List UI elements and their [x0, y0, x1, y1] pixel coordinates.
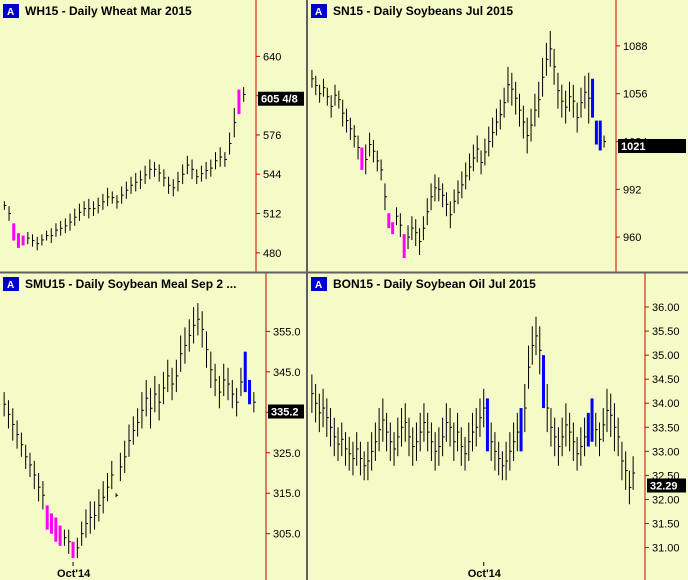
- last-price-label: 32.29: [650, 481, 678, 493]
- y-tick-label: 35.00: [652, 350, 680, 362]
- y-tick-label: 512: [263, 209, 281, 221]
- last-price-box: [268, 404, 304, 419]
- plot-background: [308, 273, 688, 580]
- y-tick-label: 325.0: [273, 448, 301, 460]
- soybean-meal-chart-panel: 355.0345.0335.0325.0315.0305.0335.2Oct'1…: [0, 273, 306, 580]
- last-price-box: [647, 478, 686, 493]
- last-price-label: 605 4/8: [261, 94, 298, 106]
- x-date-label: Oct'14: [57, 568, 91, 580]
- y-tick-label: 34.50: [652, 374, 680, 386]
- y-tick-label: 640: [263, 51, 281, 63]
- panel-menu-badge-label: A: [7, 280, 14, 291]
- panel-menu-badge[interactable]: [311, 277, 327, 291]
- panel-menu-badge-label: A: [315, 7, 322, 18]
- chart-title: WH15 - Daily Wheat Mar 2015: [25, 4, 192, 18]
- plot-background: [0, 0, 306, 272]
- y-tick-label: 33.50: [652, 422, 680, 434]
- chart-title: SMU15 - Daily Soybean Meal Sep 2 ...: [25, 277, 236, 291]
- plot-background: [308, 0, 688, 272]
- y-tick-label: 576: [263, 130, 281, 142]
- last-price-box: [258, 91, 304, 106]
- panel-menu-badge[interactable]: [3, 277, 19, 291]
- y-tick-label: 992: [623, 184, 641, 196]
- panel-menu-badge[interactable]: [311, 4, 327, 18]
- chart-title: BON15 - Daily Soybean Oil Jul 2015: [333, 277, 536, 291]
- y-tick-label: 1056: [623, 89, 647, 101]
- y-tick-label: 32.00: [652, 494, 680, 506]
- y-tick-label: 544: [263, 169, 281, 181]
- y-tick-label: 31.00: [652, 543, 680, 555]
- y-tick-label: 34.00: [652, 398, 680, 410]
- y-tick-label: 305.0: [273, 529, 301, 541]
- chart-title: SN15 - Daily Soybeans Jul 2015: [333, 4, 513, 18]
- y-tick-label: 1088: [623, 41, 647, 53]
- y-tick-label: 355.0: [273, 326, 301, 338]
- panel-menu-badge[interactable]: [3, 4, 19, 18]
- y-tick-label: 33.00: [652, 446, 680, 458]
- plot-background: [0, 273, 306, 580]
- last-price-box: [618, 139, 686, 153]
- y-tick-label: 315.0: [273, 488, 301, 500]
- panel-menu-badge-label: A: [7, 7, 14, 18]
- last-price-label: 1021: [621, 141, 645, 153]
- y-tick-label: 960: [623, 232, 641, 244]
- panel-menu-badge-label: A: [315, 280, 322, 291]
- soybean-oil-chart-panel: 36.0035.5035.0034.5034.0033.5033.0032.50…: [308, 273, 688, 580]
- last-price-label: 335.2: [271, 407, 299, 419]
- y-tick-label: 345.0: [273, 367, 301, 379]
- soybeans-chart-panel: 1088105610249929601021ASN15 - Daily Soyb…: [308, 0, 688, 272]
- y-tick-label: 480: [263, 248, 281, 260]
- y-tick-label: 35.50: [652, 326, 680, 338]
- x-date-label: Oct'14: [468, 568, 502, 580]
- y-tick-label: 36.00: [652, 302, 680, 314]
- y-tick-label: 31.50: [652, 519, 680, 531]
